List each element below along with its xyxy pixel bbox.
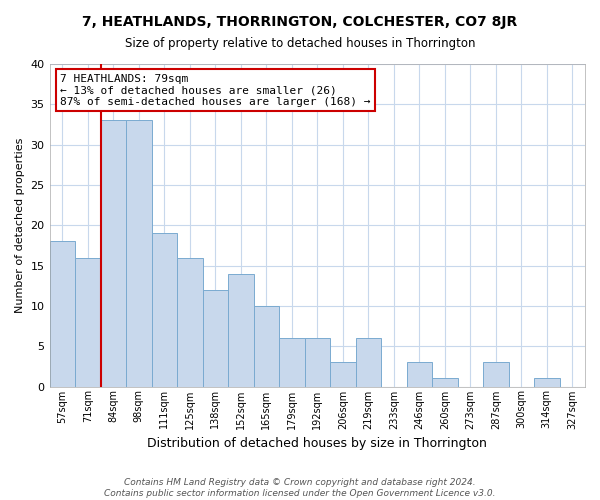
Bar (483, 362, 509, 386)
Y-axis label: Number of detached properties: Number of detached properties (15, 138, 25, 313)
Bar (203, 290, 228, 386)
Bar (177, 258, 203, 386)
Bar (356, 338, 381, 386)
Bar (152, 234, 177, 386)
Bar (432, 378, 458, 386)
Text: 7 HEATHLANDS: 79sqm
← 13% of detached houses are smaller (26)
87% of semi-detach: 7 HEATHLANDS: 79sqm ← 13% of detached ho… (60, 74, 371, 107)
Text: Contains HM Land Registry data © Crown copyright and database right 2024.
Contai: Contains HM Land Registry data © Crown c… (104, 478, 496, 498)
Bar (75, 258, 101, 386)
Bar (407, 362, 432, 386)
Bar (330, 362, 356, 386)
Bar (101, 120, 126, 386)
Bar (254, 306, 279, 386)
Text: Size of property relative to detached houses in Thorrington: Size of property relative to detached ho… (125, 38, 475, 51)
Bar (126, 120, 152, 386)
Bar (534, 378, 560, 386)
X-axis label: Distribution of detached houses by size in Thorrington: Distribution of detached houses by size … (148, 437, 487, 450)
Bar (279, 338, 305, 386)
Bar (228, 274, 254, 386)
Bar (50, 242, 75, 386)
Bar (305, 338, 330, 386)
Text: 7, HEATHLANDS, THORRINGTON, COLCHESTER, CO7 8JR: 7, HEATHLANDS, THORRINGTON, COLCHESTER, … (82, 15, 518, 29)
